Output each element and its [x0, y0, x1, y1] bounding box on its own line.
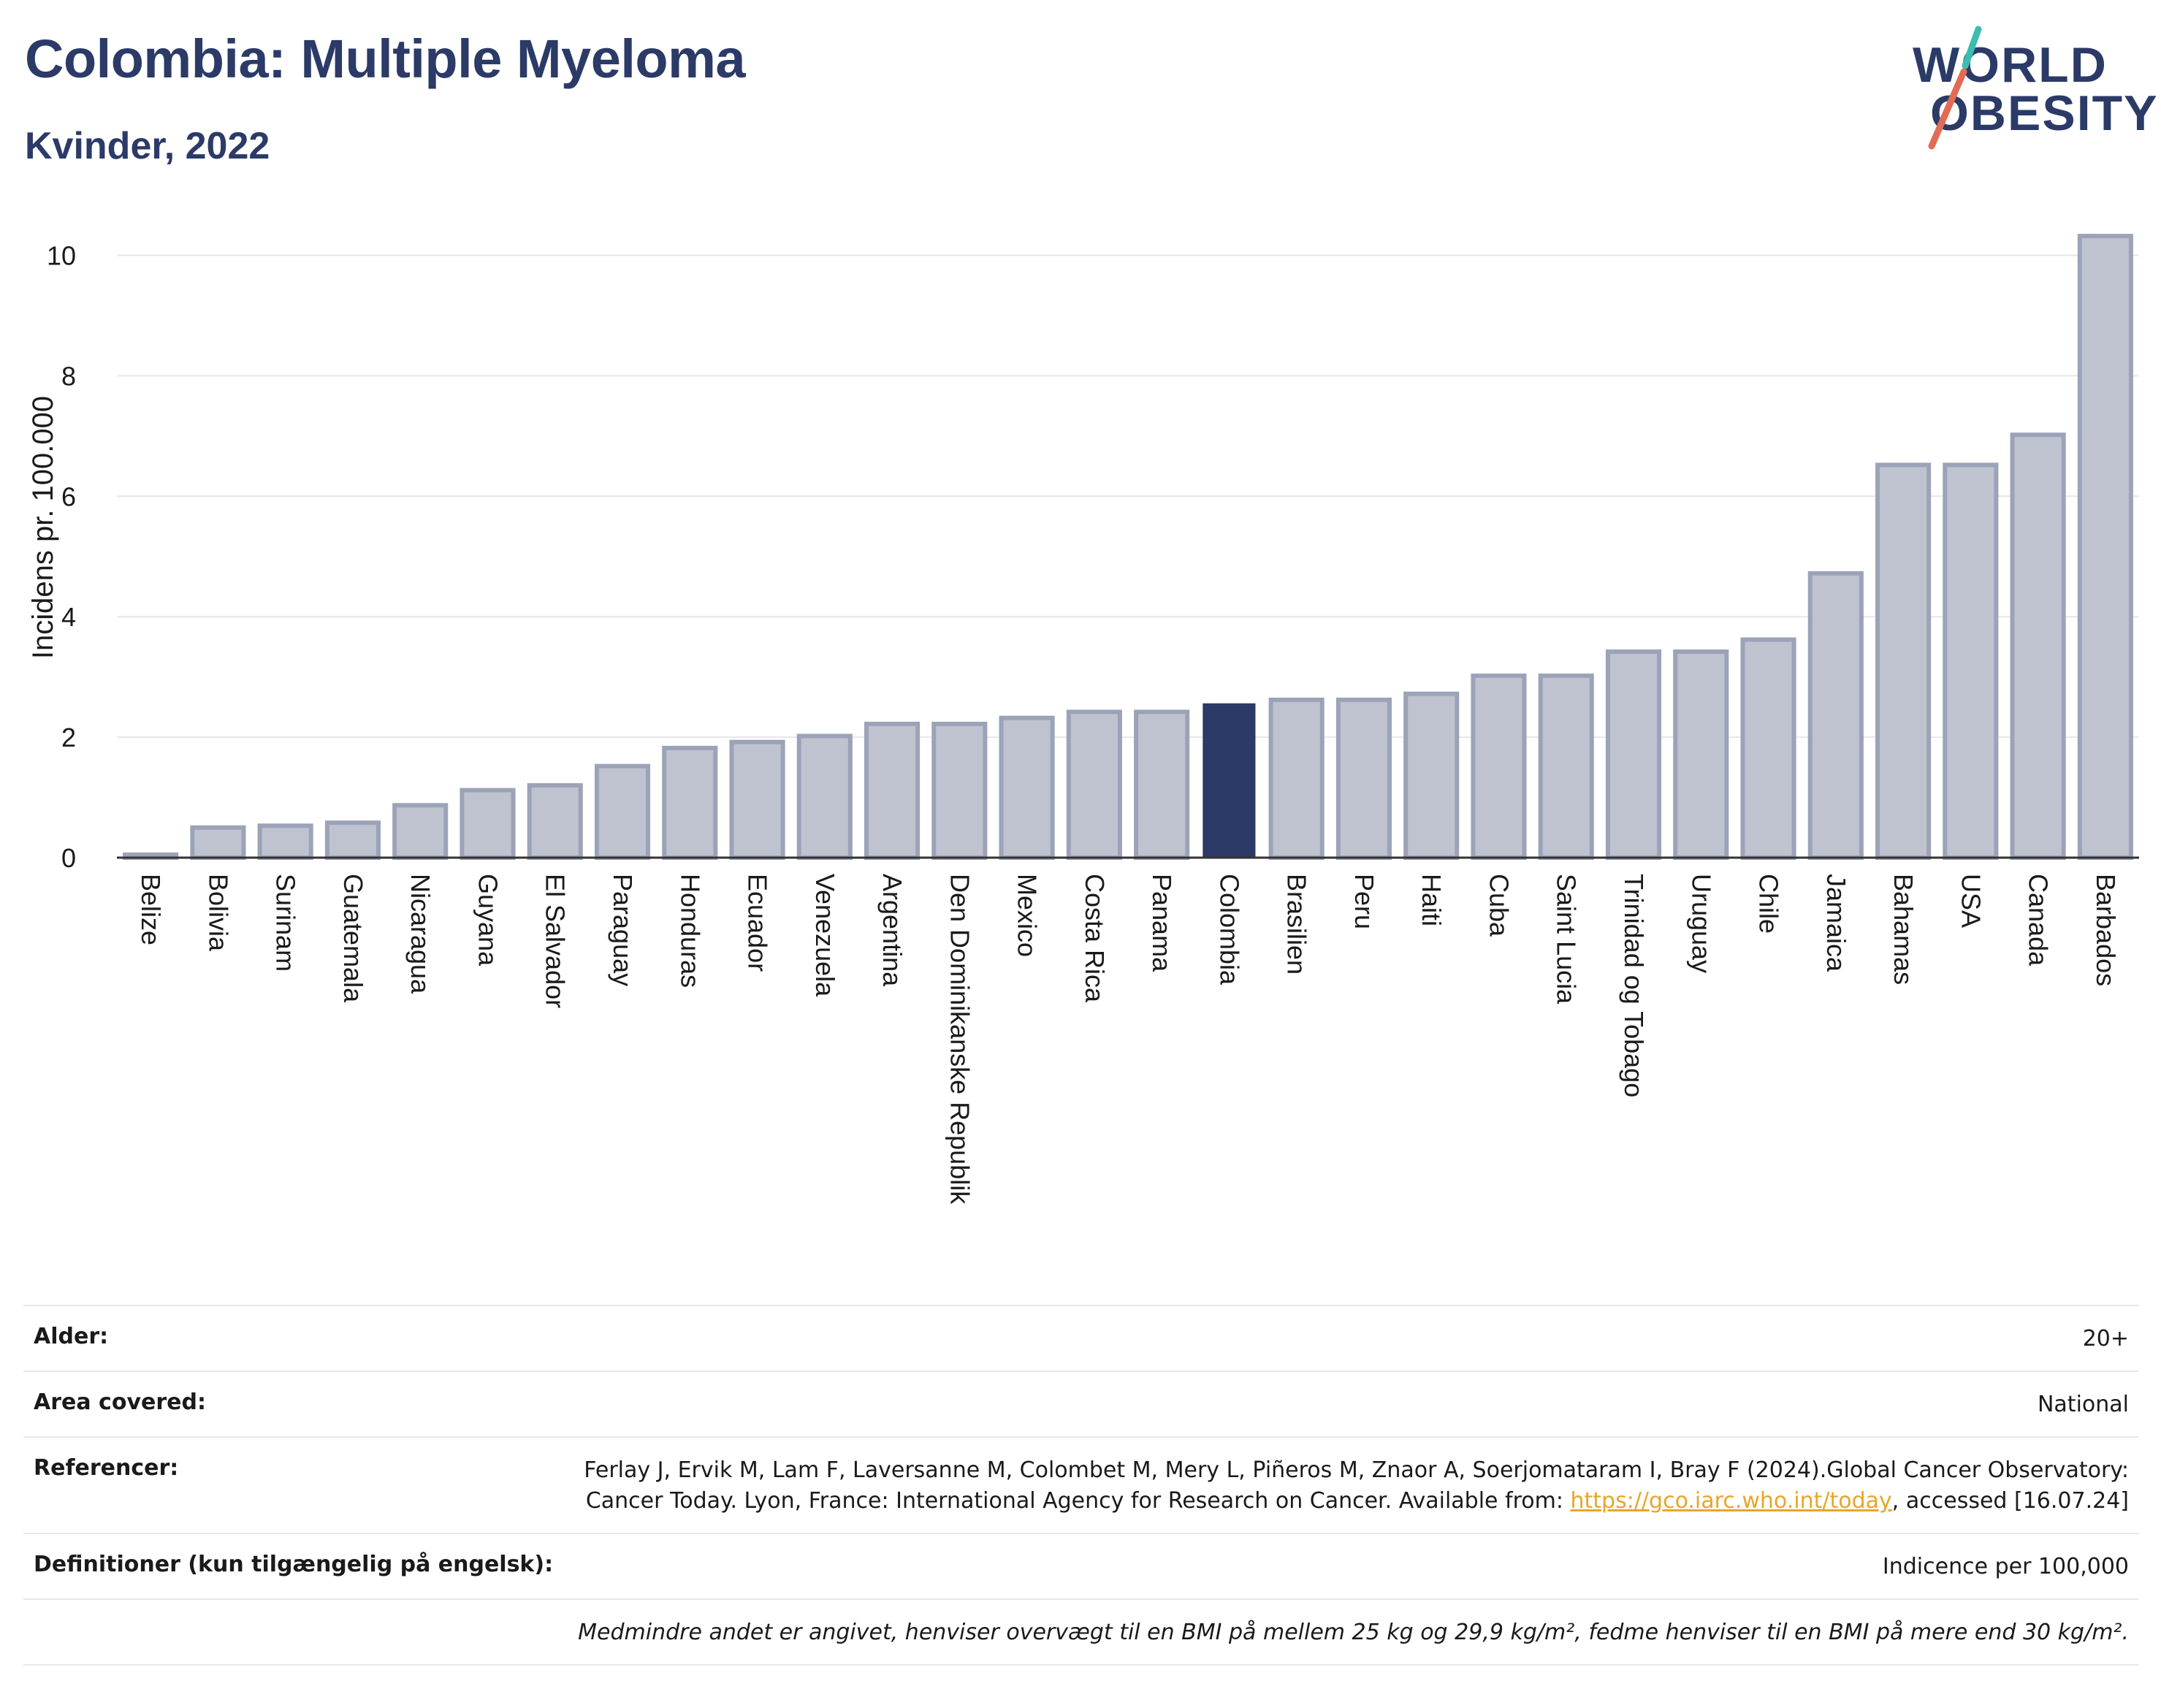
- x-tick-label: Bolivia: [203, 874, 233, 952]
- y-tick-label: 8: [61, 361, 76, 391]
- page-title: Colombia: Multiple Myeloma: [25, 28, 746, 89]
- references-value: Ferlay J, Ervik M, Lam F, Laversanne M, …: [558, 1455, 2129, 1517]
- x-tick-label: Bahamas: [1889, 874, 1918, 985]
- x-tick-label: Ecuador: [743, 874, 773, 972]
- x-tick-label: Guatemala: [338, 874, 368, 1003]
- bar: [999, 715, 1055, 860]
- meta-row-note: Medmindre andet er angivet, henviser ove…: [23, 1600, 2139, 1666]
- x-tick-label: Brasilien: [1282, 874, 1312, 975]
- x-tick-label: Costa Rica: [1080, 874, 1110, 1003]
- x-tick-label: Barbados: [2091, 874, 2121, 986]
- bar: [1066, 709, 1122, 861]
- x-tick-label: El Salvador: [541, 874, 571, 1008]
- y-axis-ticks: 0 2 4 6 8 10: [47, 240, 76, 873]
- x-tick-label: Haiti: [1417, 874, 1447, 926]
- x-tick-label: Surinam: [271, 874, 301, 972]
- age-value: 20+: [2082, 1326, 2129, 1351]
- bar: [1807, 571, 1864, 860]
- x-tick-label: Honduras: [675, 874, 705, 988]
- bar: [729, 739, 785, 860]
- bar: [527, 783, 583, 861]
- x-tick-label: Paraguay: [608, 874, 638, 986]
- bar-chart: 0 2 4 6 8 10 Incidens pr. 100.000 Belize Boliv…: [27, 234, 2139, 1205]
- x-tick-label: Den Dominikanske Republik: [945, 874, 975, 1205]
- x-tick-label: Venezuela: [810, 874, 840, 997]
- references-suffix: , accessed [16.07.24]: [1891, 1488, 2129, 1514]
- x-axis-labels: Belize Bolivia Surinam Guatemala Nicaragua Gu…: [136, 874, 2121, 1205]
- gridlines: [117, 254, 2139, 739]
- bar: [460, 788, 516, 860]
- x-tick-label: Colombia: [1214, 874, 1244, 985]
- x-tick-label: Chile: [1754, 874, 1784, 934]
- bar: [1403, 691, 1460, 860]
- bar: [1268, 697, 1325, 860]
- bar: [1335, 697, 1392, 860]
- bar: [190, 825, 246, 860]
- bar: [931, 721, 988, 860]
- logo-text-line1: WORLD: [1913, 37, 2108, 93]
- bar: [1875, 462, 1932, 860]
- bar: [1943, 462, 1999, 860]
- bar: [1538, 673, 1594, 860]
- x-tick-label: Canada: [2024, 874, 2054, 967]
- meta-row-age: Alder: 20+: [23, 1306, 2139, 1372]
- bar: [1673, 649, 1729, 860]
- bar: [864, 721, 921, 860]
- bar: [1134, 709, 1190, 861]
- logo-slash-icon: [1928, 26, 1982, 150]
- y-tick-label: 6: [61, 481, 76, 511]
- references-label: Referencer:: [34, 1455, 179, 1481]
- meta-row-references: Referencer: Ferlay J, Ervik M, Lam F, La…: [23, 1438, 2139, 1534]
- x-tick-label: Peru: [1349, 874, 1379, 929]
- definitions-label: Definitioner (kun tilgængelig på engelsk…: [34, 1552, 554, 1577]
- x-tick-label: Cuba: [1484, 874, 1514, 937]
- area-label: Area covered:: [34, 1389, 206, 1415]
- bar: [594, 763, 651, 861]
- bar: [1740, 637, 1796, 860]
- meta-row-definitions: Definitioner (kun tilgængelig på engelsk…: [23, 1534, 2139, 1600]
- definitions-value: Indicence per 100,000: [1882, 1554, 2129, 1579]
- references-text: Ferlay J, Ervik M, Lam F, Laversanne M, …: [584, 1457, 2129, 1514]
- bars: [123, 234, 2133, 861]
- x-tick-label: USA: [1956, 874, 1986, 928]
- bar: [392, 803, 449, 860]
- bar: [2077, 234, 2133, 860]
- bar: [1605, 649, 1662, 860]
- bar: [2010, 432, 2066, 860]
- x-tick-label: Saint Lucia: [1552, 874, 1582, 1004]
- bar: [324, 820, 381, 861]
- area-value: National: [2037, 1392, 2129, 1417]
- y-tick-label: 2: [61, 723, 76, 752]
- y-tick-label: 10: [47, 240, 76, 270]
- bar: [1471, 673, 1527, 860]
- y-tick-label: 0: [61, 843, 76, 873]
- x-tick-label: Jamaica: [1821, 874, 1851, 972]
- x-tick-label: Uruguay: [1686, 874, 1716, 973]
- page-subtitle: Kvinder, 2022: [25, 125, 270, 167]
- bar: [662, 745, 718, 860]
- x-tick-label: Trinidad og Tobago: [1619, 874, 1649, 1097]
- references-link[interactable]: https://gco.iarc.who.int/today: [1570, 1488, 1892, 1514]
- metadata-table: Alder: 20+ Area covered: National Refere…: [23, 1305, 2139, 1666]
- bar: [796, 733, 853, 861]
- x-tick-label: Mexico: [1013, 874, 1043, 957]
- meta-row-area: Area covered: National: [23, 1372, 2139, 1438]
- x-tick-label: Nicaragua: [405, 874, 435, 994]
- y-tick-label: 4: [61, 602, 76, 632]
- x-tick-label: Guyana: [473, 874, 503, 967]
- age-label: Alder:: [34, 1324, 109, 1349]
- bar-highlighted: [1203, 703, 1256, 859]
- y-axis-label: Incidens pr. 100.000: [27, 396, 59, 659]
- x-tick-label: Argentina: [877, 874, 907, 987]
- footnote: Medmindre andet er angivet, henviser ove…: [578, 1620, 2129, 1645]
- x-tick-label: Belize: [136, 874, 166, 945]
- world-obesity-logo: WORLD OBESITY: [1899, 15, 2157, 161]
- logo-text-line2: OBESITY: [1930, 85, 2159, 141]
- bar: [257, 823, 313, 861]
- x-tick-label: Panama: [1147, 874, 1177, 972]
